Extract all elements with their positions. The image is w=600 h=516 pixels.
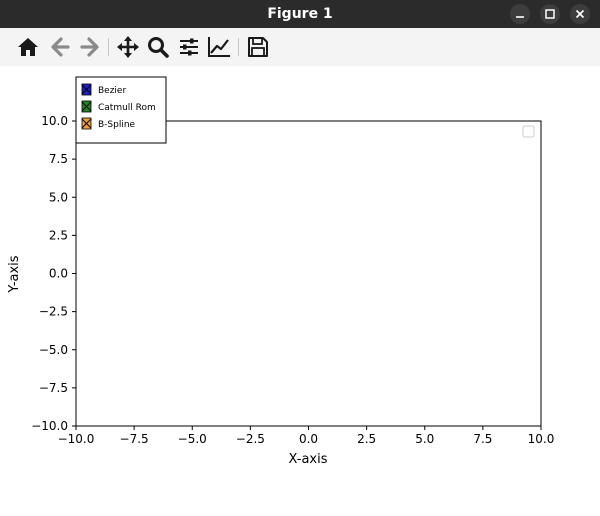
figure-canvas: −10.0 −7.5 −5.0 −2.5 0.0 2.5 5.0 7.5 10.0 −10.0 −7… (0, 66, 600, 512)
chart[interactable]: −10.0 −7.5 −5.0 −2.5 0.0 2.5 5.0 7.5 10.0 −10.0 −7… (0, 66, 600, 512)
zoom-button[interactable] (146, 35, 170, 59)
x-tick-label: 10.0 (528, 432, 555, 446)
legend-label: Catmull Rom (98, 103, 156, 113)
x-axis-label: X-axis (289, 452, 328, 467)
forward-arrow-icon (80, 37, 99, 57)
tick-group: −10.0 −7.5 −5.0 −2.5 0.0 2.5 5.0 7.5 10.0 −10.0 −7… (31, 114, 554, 446)
home-icon (18, 38, 38, 56)
title-bar: Figure 1 (0, 0, 600, 28)
toolbar-separator (238, 38, 239, 56)
close-icon (575, 9, 585, 19)
legend: Bezier Catmull Rom B-Spline (75, 76, 167, 144)
y-tick-label: 2.5 (49, 228, 68, 242)
save-icon (248, 37, 268, 57)
x-tick-label: −10.0 (58, 432, 95, 446)
legend-label: Bezier (98, 86, 126, 96)
maximize-button[interactable] (540, 4, 560, 24)
x-tick-label: 0.0 (299, 432, 318, 446)
home-button[interactable] (16, 35, 40, 59)
y-tick-label: −10.0 (31, 419, 68, 433)
y-axis-label: Y-axis (7, 255, 22, 293)
move-icon (117, 36, 139, 58)
minimize-icon (516, 16, 524, 18)
y-tick-label: −2.5 (39, 305, 68, 319)
y-tick-label: −7.5 (39, 381, 68, 395)
y-tick-label: 10.0 (41, 114, 68, 128)
edit-axis-button[interactable] (207, 35, 231, 59)
legend-label: B-Spline (98, 120, 136, 130)
toolbar-separator (108, 38, 109, 56)
zoom-icon (148, 37, 169, 58)
maximize-icon (545, 9, 555, 19)
forward-button[interactable] (78, 35, 102, 59)
x-tick-label: 7.5 (473, 432, 492, 446)
sliders-icon (180, 38, 198, 56)
x-tick-label: 2.5 (357, 432, 376, 446)
line-chart-icon (208, 37, 230, 57)
minimize-button[interactable] (510, 4, 530, 24)
pan-button[interactable] (116, 35, 140, 59)
x-tick-label: 5.0 (415, 432, 434, 446)
window-title: Figure 1 (267, 6, 333, 22)
configure-subplots-button[interactable] (177, 35, 201, 59)
save-button[interactable] (246, 35, 270, 59)
back-button[interactable] (48, 35, 72, 59)
y-tick-label: 0.0 (49, 267, 68, 281)
legend-swatch-mark (81, 118, 92, 129)
navigation-toolbar (0, 28, 600, 67)
x-tick-label: −7.5 (120, 432, 149, 446)
x-tick-label: −2.5 (236, 432, 265, 446)
x-tick-label: −5.0 (178, 432, 207, 446)
y-tick-label: −5.0 (39, 343, 68, 357)
legend-swatch-mark (81, 84, 92, 95)
y-tick-label: 5.0 (49, 190, 68, 204)
empty-legend-box (522, 125, 535, 138)
close-button[interactable] (570, 4, 590, 24)
back-arrow-icon (51, 37, 70, 57)
legend-swatch-mark (81, 101, 92, 112)
y-tick-label: 7.5 (49, 152, 68, 166)
